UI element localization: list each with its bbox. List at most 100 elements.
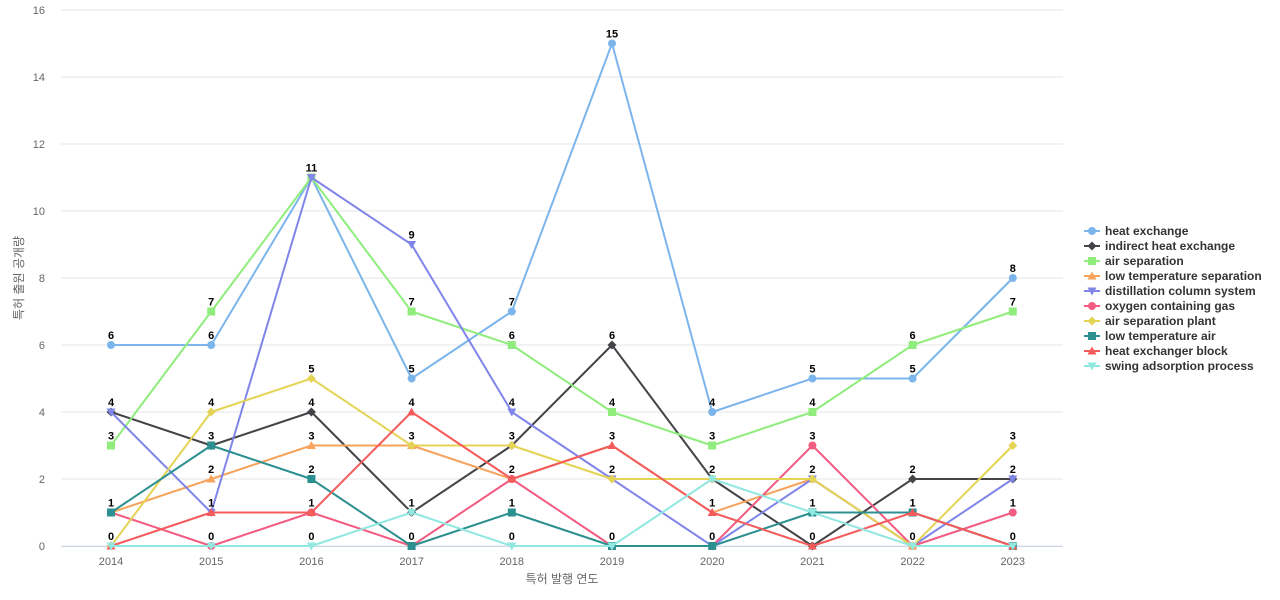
data-point[interactable] — [407, 407, 417, 416]
data-point[interactable] — [607, 542, 617, 551]
data-point[interactable] — [306, 441, 316, 449]
data-point[interactable] — [407, 374, 416, 383]
data-label: 1 — [108, 498, 114, 510]
legend-item[interactable]: low temperature separation — [1084, 269, 1262, 283]
data-point[interactable] — [807, 541, 817, 550]
data-point[interactable] — [306, 174, 316, 182]
data-label: 6 — [910, 330, 916, 342]
series-distillation-column-system — [106, 174, 1018, 551]
data-point[interactable] — [507, 341, 516, 349]
data-label: 7 — [509, 297, 515, 309]
data-label: 2 — [1010, 464, 1016, 476]
series-air-separation — [107, 173, 1017, 450]
data-label: 8 — [1010, 263, 1016, 275]
data-point[interactable] — [1008, 542, 1018, 551]
data-point[interactable] — [908, 508, 918, 516]
legend-item[interactable]: air separation — [1084, 254, 1184, 268]
legend-item[interactable]: oxygen containing gas — [1084, 299, 1235, 313]
data-point[interactable] — [407, 542, 416, 550]
data-point[interactable] — [608, 408, 616, 416]
data-point[interactable] — [808, 441, 817, 450]
data-point[interactable] — [908, 341, 917, 349]
data-point[interactable] — [507, 408, 517, 417]
data-point[interactable] — [707, 508, 717, 516]
legend-item[interactable]: heat exchange — [1084, 224, 1189, 238]
data-point[interactable] — [107, 508, 115, 517]
data-point[interactable] — [407, 509, 417, 517]
data-label: 0 — [409, 531, 415, 543]
data-label: 1 — [910, 498, 916, 510]
data-point[interactable] — [607, 441, 617, 449]
data-point[interactable] — [807, 509, 817, 517]
legend-item[interactable]: swing adsorption process — [1084, 359, 1254, 373]
legend-marker — [1087, 287, 1097, 296]
data-label: 1 — [809, 498, 815, 510]
data-point[interactable] — [206, 542, 216, 551]
data-point[interactable] — [908, 374, 917, 383]
data-point[interactable] — [307, 475, 316, 483]
legend-marker — [1087, 271, 1097, 280]
legend-item[interactable]: heat exchanger block — [1084, 344, 1228, 358]
series-line — [110, 478, 1014, 547]
data-point[interactable] — [407, 307, 416, 316]
data-point[interactable] — [1008, 307, 1017, 316]
data-point[interactable] — [1008, 508, 1017, 517]
data-label: 5 — [308, 364, 314, 376]
data-point[interactable] — [507, 441, 517, 450]
legend-item[interactable]: air separation plant — [1084, 314, 1216, 328]
data-label: 1 — [308, 498, 314, 510]
y-tick-label: 14 — [33, 72, 45, 84]
legend-label: air separation — [1105, 254, 1184, 268]
legend-item[interactable]: low temperature air — [1084, 329, 1216, 343]
data-point[interactable] — [206, 407, 216, 417]
data-point[interactable] — [808, 408, 817, 416]
data-point[interactable] — [306, 407, 316, 417]
data-point[interactable] — [708, 542, 717, 550]
data-point[interactable] — [306, 508, 316, 516]
series-line — [110, 444, 1014, 547]
data-point[interactable] — [507, 542, 517, 551]
data-label: 5 — [409, 364, 415, 376]
data-point[interactable] — [808, 374, 817, 383]
data-point[interactable] — [908, 542, 918, 551]
data-point[interactable] — [207, 307, 216, 316]
data-point[interactable] — [807, 474, 817, 484]
data-point[interactable] — [107, 341, 115, 349]
data-point[interactable] — [908, 474, 918, 484]
data-point[interactable] — [207, 441, 216, 450]
data-point[interactable] — [507, 307, 516, 316]
data-point[interactable] — [1008, 441, 1018, 450]
data-point[interactable] — [106, 542, 116, 551]
data-label: 4 — [709, 397, 716, 409]
data-point[interactable] — [207, 341, 216, 349]
data-point[interactable] — [306, 374, 316, 383]
legend-item[interactable]: indirect heat exchange — [1084, 239, 1235, 253]
data-label: 4 — [208, 397, 215, 409]
data-label: 3 — [308, 431, 314, 443]
data-point[interactable] — [407, 441, 417, 450]
data-point[interactable] — [407, 241, 417, 249]
data-point[interactable] — [1008, 475, 1018, 484]
legend-item[interactable]: distillation column system — [1084, 284, 1256, 298]
data-point[interactable] — [306, 542, 316, 551]
data-point[interactable] — [206, 508, 216, 516]
series-heat-exchange — [107, 39, 1017, 416]
data-label: 4 — [809, 397, 816, 409]
data-point[interactable] — [507, 474, 517, 483]
data-point[interactable] — [608, 39, 616, 48]
data-point[interactable] — [106, 408, 116, 417]
x-tick-label: 2021 — [800, 556, 824, 568]
data-point[interactable] — [708, 441, 717, 450]
data-point[interactable] — [607, 340, 617, 350]
data-point[interactable] — [607, 474, 617, 484]
data-point[interactable] — [707, 475, 717, 484]
legend-label: heat exchange — [1105, 224, 1189, 238]
data-point[interactable] — [107, 441, 115, 450]
data-point[interactable] — [708, 408, 717, 416]
data-point[interactable] — [206, 474, 216, 483]
data-point[interactable] — [1008, 274, 1017, 282]
series-swing-adsorption-process — [106, 475, 1018, 551]
x-tick-label: 2018 — [500, 556, 524, 568]
data-point[interactable] — [507, 508, 516, 517]
series — [106, 39, 1018, 551]
